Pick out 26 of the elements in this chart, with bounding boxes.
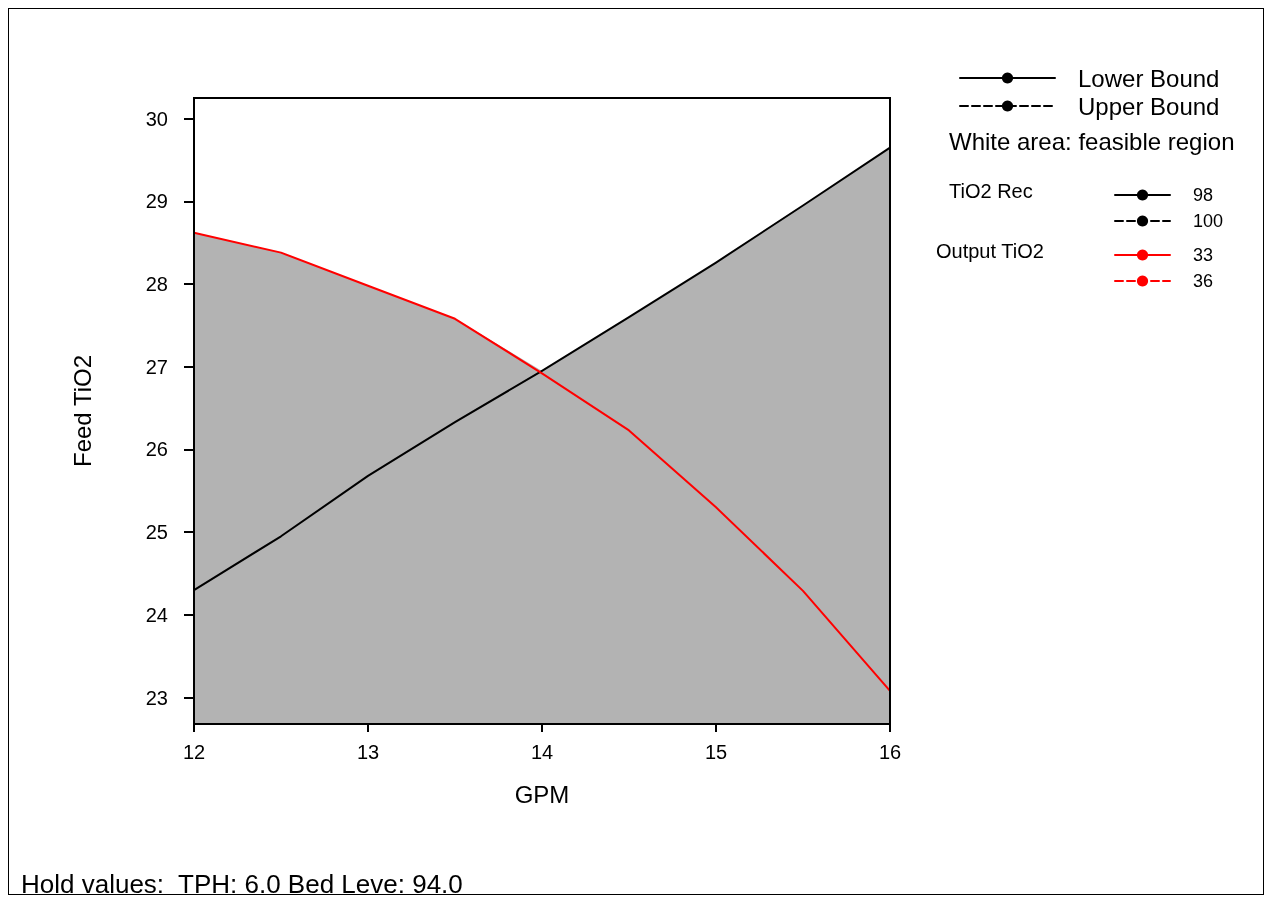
y-tick-label: 30 xyxy=(145,107,168,130)
legend-label: 33 xyxy=(1193,245,1214,265)
y-axis-title: Feed TiO2 xyxy=(68,354,96,468)
y-tick-label: 24 xyxy=(145,603,168,626)
y-tick-label: 28 xyxy=(145,273,168,296)
legend-label: Lower Bound xyxy=(1078,64,1220,92)
x-axis-title: GPM xyxy=(514,780,570,808)
legend-label: 100 xyxy=(1193,211,1224,231)
y-tick-label: 27 xyxy=(145,355,168,378)
x-tick-label: 14 xyxy=(530,741,554,763)
legend-label: Upper Bound xyxy=(1078,92,1220,120)
y-tick-label: 29 xyxy=(145,190,168,213)
x-tick-label: 16 xyxy=(878,741,902,763)
legend-label: 98 xyxy=(1193,185,1214,205)
text: Hold values: TPH: 6.0 Bed Leve: 94.0 xyxy=(21,869,463,899)
text: White area: feasible region xyxy=(949,127,1235,155)
y-tick-label: 26 xyxy=(145,438,168,461)
x-tick-label: 12 xyxy=(182,741,206,763)
line-series xyxy=(193,231,891,692)
legend-label: 36 xyxy=(1193,271,1214,291)
x-tick-label: 15 xyxy=(704,741,728,763)
y-tick-label: 23 xyxy=(145,686,168,709)
y-tick-label: 25 xyxy=(145,521,168,544)
x-tick-label: 13 xyxy=(356,741,380,763)
text: Output TiO2 xyxy=(936,240,1044,262)
text: TiO2 Rec xyxy=(949,180,1033,202)
